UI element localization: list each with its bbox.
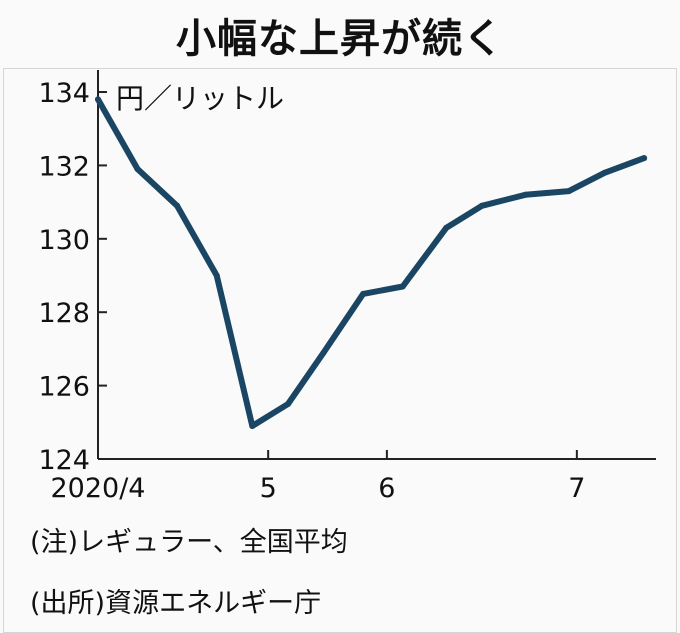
- data-point: [320, 349, 327, 356]
- data-point: [249, 422, 256, 429]
- x-tick-label: 7: [568, 473, 585, 504]
- data-point: [641, 155, 648, 162]
- y-tick-label: 134: [38, 78, 90, 109]
- y-tick-label: 126: [38, 372, 90, 403]
- footnote-note: (注)レギュラー、全国平均: [30, 527, 348, 558]
- data-point: [522, 191, 529, 198]
- series-line: [95, 96, 648, 429]
- data-point: [95, 96, 101, 103]
- x-tick-label: 6: [378, 473, 395, 504]
- data-point: [174, 202, 181, 209]
- data-point: [213, 272, 220, 279]
- data-point: [565, 188, 572, 195]
- data-point: [443, 224, 450, 231]
- data-point: [360, 290, 367, 297]
- data-point: [399, 283, 406, 290]
- x-tick-label: 5: [260, 473, 277, 504]
- x-tick-label: 2020/4: [51, 473, 146, 504]
- unit-label: 円／リットル: [116, 82, 284, 115]
- y-tick-label: 132: [38, 151, 90, 182]
- axes-layer: 124 126 128 130 132 134 2020/4 5 6 7: [38, 70, 656, 504]
- data-point: [601, 169, 608, 176]
- chart-title: 小幅な上昇が続く: [176, 16, 504, 62]
- y-tick-label: 124: [38, 445, 90, 476]
- data-point: [134, 166, 141, 173]
- y-tick-label: 130: [38, 225, 90, 256]
- data-point: [478, 202, 485, 209]
- footnote-source: (出所)資源エネルギー庁: [30, 588, 322, 619]
- series-layer: [95, 96, 648, 429]
- y-tick-label: 128: [38, 298, 90, 329]
- data-point: [284, 400, 291, 407]
